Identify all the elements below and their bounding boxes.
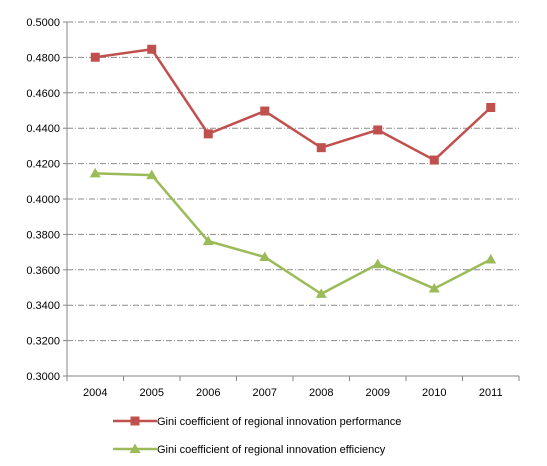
y-axis-tick-labels: 0.3000 0.3200 0.3400 0.3600 0.3800 0.4000 0.42… [26,17,60,383]
y-tick-label: 0.3800 [26,229,60,241]
y-tick-label: 0.3200 [26,336,60,348]
x-tick-label: 2007 [253,387,277,399]
data-point [89,167,101,178]
x-axis-tick-labels: 2004 2005 2006 2007 2008 2009 2010 2011 [83,387,503,399]
data-point [259,251,271,262]
y-tick-label: 0.4600 [26,88,60,100]
data-point [316,143,326,153]
x-tick-label: 2005 [140,387,164,399]
data-point [260,106,270,116]
data-point [429,155,439,165]
y-tick-label: 0.4000 [26,194,60,206]
series-line-0 [95,48,492,162]
gridlines [67,21,519,342]
y-tick-label: 0.3400 [26,300,60,312]
legend-label-0: Gini coefficient of regional innovation … [157,416,401,428]
x-tick-label: 2008 [309,387,333,399]
y-tick-label: 0.4800 [26,52,60,64]
legend-label-1: Gini coefficient of regional innovation … [157,444,386,456]
data-point [373,125,383,135]
legend-marker-0 [130,416,140,426]
x-tick-label: 2004 [83,387,107,399]
data-point [428,283,440,293]
data-point [146,169,158,180]
y-tick-label: 0.4400 [26,123,60,135]
data-point [203,129,213,139]
y-tick-label: 0.4200 [26,159,60,171]
x-tick-label: 2006 [196,387,220,399]
data-point [315,288,327,298]
data-point [485,254,497,264]
axes [63,21,520,381]
data-point [90,52,100,62]
x-tick-label: 2010 [422,387,446,399]
x-tick-label: 2009 [366,387,390,399]
legend: Gini coefficient of regional innovation … [113,416,401,456]
data-point [202,235,214,246]
y-tick-label: 0.3600 [26,265,60,277]
data-point [486,102,496,112]
series-layer [89,44,497,298]
data-point [372,258,384,269]
y-tick-label: 0.3000 [26,371,60,383]
x-tick-label: 2011 [479,387,503,399]
y-tick-label: 0.5000 [26,17,60,29]
data-point [147,44,157,54]
legend-marker-1 [129,443,141,453]
series-line-1 [95,172,492,296]
